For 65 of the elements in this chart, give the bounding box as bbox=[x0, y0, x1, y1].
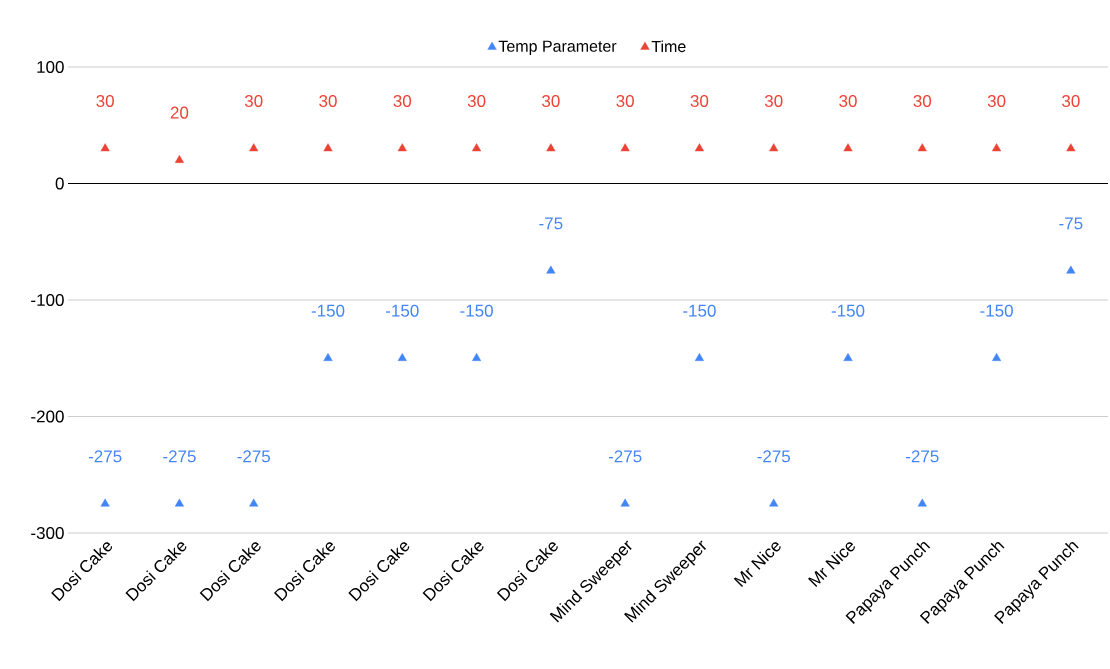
data-label: 30 bbox=[542, 94, 560, 108]
point bbox=[694, 143, 704, 152]
point bbox=[546, 143, 556, 152]
x-tick-label: Mr Nice bbox=[733, 542, 781, 588]
data-label: 30 bbox=[244, 94, 263, 108]
data-label: -150 bbox=[386, 304, 419, 317]
point bbox=[620, 498, 630, 507]
data-label: -150 bbox=[683, 304, 716, 317]
data-label: -150 bbox=[311, 304, 345, 317]
point bbox=[472, 353, 482, 361]
y-tick-label: -100 bbox=[31, 293, 64, 307]
data-label: 30 bbox=[393, 94, 412, 108]
point bbox=[1066, 265, 1076, 274]
point bbox=[249, 143, 259, 152]
point bbox=[323, 143, 333, 152]
y-tick-label: -200 bbox=[31, 410, 64, 423]
legend-label: Temp Parameter bbox=[498, 40, 617, 56]
point bbox=[323, 353, 333, 361]
point bbox=[100, 498, 110, 507]
point bbox=[917, 143, 927, 152]
point bbox=[1066, 143, 1076, 152]
x-tick-label: Mr Nice bbox=[808, 542, 855, 588]
point bbox=[769, 498, 779, 507]
data-label: 20 bbox=[170, 106, 189, 119]
point bbox=[397, 143, 407, 152]
data-label: 30 bbox=[690, 94, 709, 108]
data-label: -275 bbox=[237, 450, 270, 463]
point bbox=[174, 155, 184, 163]
data-label: 30 bbox=[319, 94, 337, 108]
y-tick-label: 0 bbox=[55, 177, 64, 190]
point bbox=[843, 143, 853, 152]
point bbox=[917, 498, 927, 507]
data-label: 30 bbox=[1062, 94, 1080, 108]
data-label: 30 bbox=[616, 94, 634, 108]
point bbox=[992, 143, 1002, 152]
data-label: 30 bbox=[913, 94, 932, 108]
data-label: 30 bbox=[96, 94, 114, 108]
point bbox=[694, 353, 704, 361]
data-label: -275 bbox=[88, 450, 122, 463]
point bbox=[249, 498, 259, 507]
data-label: -150 bbox=[460, 304, 493, 317]
point bbox=[472, 143, 482, 152]
point bbox=[174, 498, 184, 507]
point bbox=[620, 143, 630, 152]
data-label: -275 bbox=[163, 450, 196, 463]
legend-label: Time bbox=[651, 40, 686, 53]
data-label: 30 bbox=[467, 94, 486, 108]
y-tick-label: 100 bbox=[37, 60, 64, 74]
point bbox=[100, 143, 110, 152]
data-label: -75 bbox=[1059, 217, 1083, 230]
point bbox=[397, 353, 407, 361]
data-label: -275 bbox=[906, 450, 939, 463]
point bbox=[769, 143, 779, 152]
data-label: 30 bbox=[839, 94, 857, 108]
y-tick-label: -300 bbox=[31, 526, 64, 540]
data-label: -150 bbox=[980, 304, 1013, 317]
data-label: -75 bbox=[539, 217, 563, 230]
data-label: 30 bbox=[764, 94, 783, 108]
data-label: -275 bbox=[757, 450, 790, 463]
point bbox=[546, 265, 556, 274]
data-label: -275 bbox=[608, 450, 642, 463]
data-label: 30 bbox=[987, 94, 1006, 108]
point bbox=[843, 353, 853, 361]
data-label: -150 bbox=[831, 304, 865, 317]
point bbox=[992, 353, 1002, 361]
